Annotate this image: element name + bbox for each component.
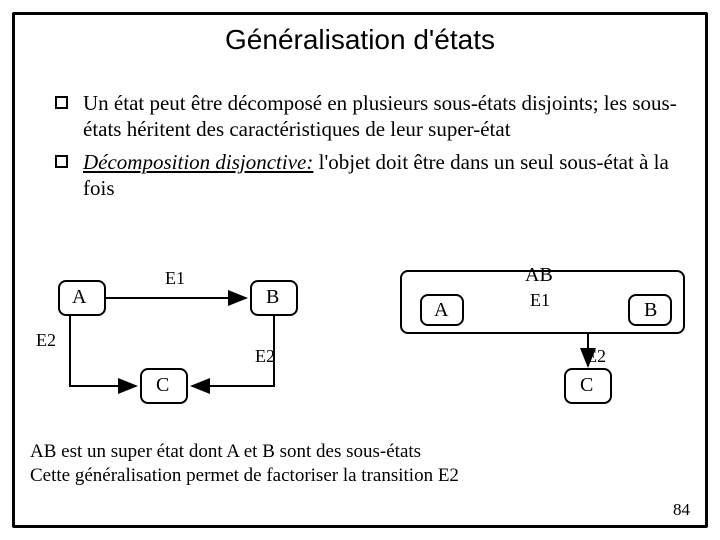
left-state-A: A: [58, 280, 106, 316]
diagram-area: A B C E1 E2 E2 AB A B C E1 E2: [30, 250, 690, 410]
left-state-B-label: B: [266, 286, 279, 309]
right-state-C-label: C: [580, 374, 593, 397]
right-state-AB-label: AB: [525, 264, 553, 287]
right-state-B: B: [628, 294, 672, 326]
caption: AB est un super état dont A et B sont de…: [30, 440, 459, 488]
left-state-C: C: [140, 368, 188, 404]
bullet-list: Un état peut être décomposé en plusieurs…: [55, 90, 680, 207]
left-edge-E2-mid-label: E2: [255, 346, 275, 367]
right-state-B-label: B: [644, 299, 657, 322]
left-state-C-label: C: [156, 374, 169, 397]
bullet-2-label: Décomposition disjonctive:: [83, 150, 313, 174]
bullet-1-text: Un état peut être décomposé en plusieurs…: [83, 91, 677, 141]
right-state-C: C: [564, 368, 612, 404]
left-arrow-A-to-C: [70, 316, 136, 386]
caption-line-1: AB est un super état dont A et B sont de…: [30, 440, 459, 464]
caption-line-2: Cette généralisation permet de factorise…: [30, 464, 459, 488]
bullet-1: Un état peut être décomposé en plusieurs…: [55, 90, 680, 143]
left-state-B: B: [250, 280, 298, 316]
right-state-A: A: [420, 294, 464, 326]
left-state-A-label: A: [72, 286, 86, 309]
slide: Généralisation d'états Un état peut être…: [0, 0, 720, 540]
page-number: 84: [673, 500, 690, 520]
left-edge-E1-label: E1: [165, 268, 185, 289]
bullet-2: Décomposition disjonctive: l'objet doit …: [55, 149, 680, 202]
right-state-A-label: A: [434, 299, 448, 322]
right-edge-E1-label: E1: [530, 290, 550, 311]
left-edge-E2-left-label: E2: [36, 330, 56, 351]
right-edge-E2-label: E2: [586, 346, 606, 367]
slide-title: Généralisation d'états: [0, 24, 720, 56]
